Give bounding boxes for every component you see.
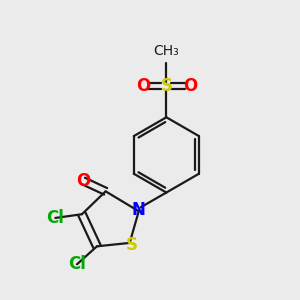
Text: N: N <box>132 201 146 219</box>
Text: Cl: Cl <box>46 209 64 227</box>
Text: O: O <box>183 77 197 95</box>
Text: S: S <box>160 77 172 95</box>
Text: O: O <box>76 172 91 190</box>
Text: O: O <box>136 77 150 95</box>
Text: S: S <box>125 236 137 253</box>
Text: Cl: Cl <box>68 255 86 273</box>
Text: CH₃: CH₃ <box>154 44 179 58</box>
